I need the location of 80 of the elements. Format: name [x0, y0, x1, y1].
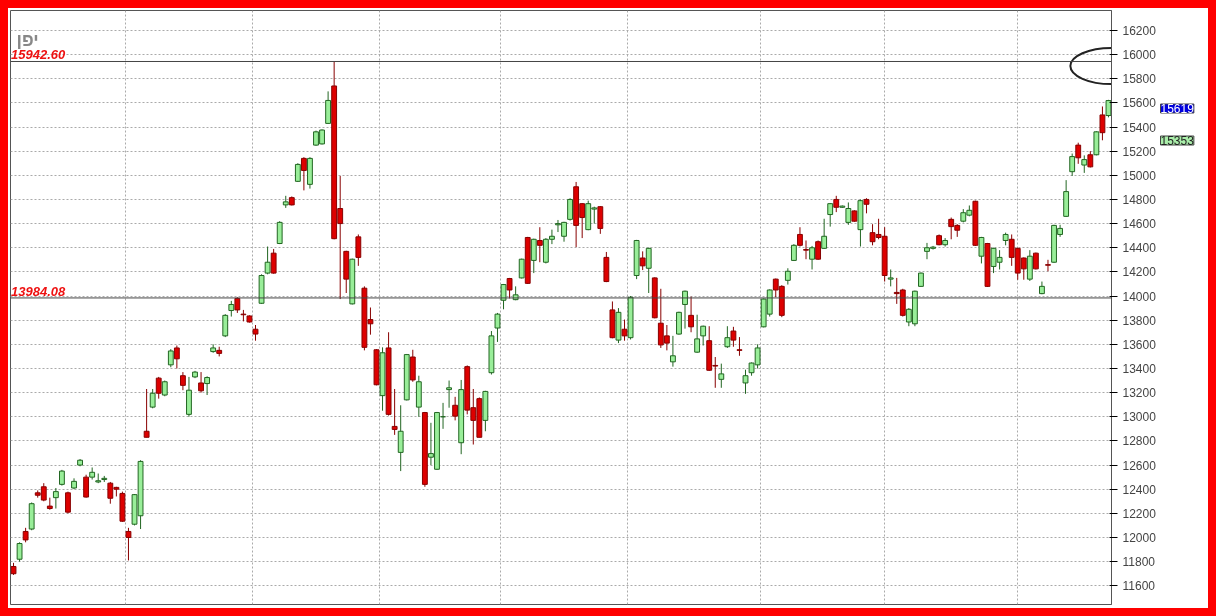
y-tick-label: 12000 — [1122, 530, 1157, 545]
candlestick — [1099, 105, 1106, 141]
y-tick-label: 14800 — [1122, 192, 1157, 207]
candlestick — [143, 388, 150, 438]
candlestick — [942, 237, 949, 248]
y-tick-label: 14200 — [1122, 265, 1157, 280]
candlestick — [1026, 249, 1033, 282]
candlestick — [294, 162, 301, 183]
candlestick — [173, 345, 180, 369]
candlestick — [736, 336, 743, 357]
y-tick-label: 15400 — [1122, 120, 1157, 135]
candlestick — [1093, 130, 1100, 156]
y-tick-label: 13800 — [1122, 313, 1157, 328]
candlestick — [530, 238, 537, 274]
y-tick-label: 13400 — [1122, 361, 1157, 376]
candlestick — [270, 248, 277, 275]
candlestick — [621, 319, 628, 342]
text: 15353 — [1160, 134, 1195, 148]
candlestick — [83, 474, 90, 499]
y-tick-label: 14600 — [1122, 217, 1157, 232]
candlestick — [645, 247, 652, 294]
candlestick — [639, 250, 646, 271]
candlestick — [446, 380, 452, 409]
candlestick — [179, 371, 186, 391]
candlestick — [670, 335, 676, 368]
y-tick-label: 14400 — [1122, 241, 1157, 256]
candlestick — [694, 314, 701, 354]
candlestick — [724, 325, 731, 349]
candlestick — [718, 363, 725, 389]
candlestick — [452, 396, 459, 421]
candlestick — [742, 369, 749, 395]
text: 15619 — [1160, 102, 1195, 116]
y-tick-label: 15600 — [1122, 96, 1157, 111]
candlestick — [827, 202, 834, 228]
y-tick-label: 15200 — [1122, 144, 1157, 159]
candlestick — [204, 375, 211, 396]
candlestick — [409, 349, 416, 383]
candlestick — [355, 233, 362, 267]
candlestick — [391, 388, 398, 436]
candlestick — [325, 90, 332, 125]
candlestick — [397, 404, 404, 472]
candlestick — [803, 239, 809, 260]
candlestick — [494, 312, 501, 343]
y-tick-label: 13000 — [1122, 410, 1157, 425]
candlestick — [809, 245, 815, 270]
candlestick — [597, 205, 604, 235]
candlestick — [797, 226, 803, 248]
candlestick — [300, 156, 307, 191]
y-tick-label: 12800 — [1122, 434, 1157, 449]
candlestick — [815, 239, 822, 261]
y-tick-label: 12600 — [1122, 458, 1157, 473]
y-tick-label: 16200 — [1122, 23, 1157, 38]
candlestick — [125, 527, 132, 561]
candlestick — [198, 371, 204, 394]
y-tick-label: 11800 — [1122, 555, 1156, 570]
candlestick — [16, 541, 23, 563]
candlestick — [536, 226, 543, 263]
y-tick-label: 16000 — [1122, 48, 1157, 63]
candlestick — [845, 201, 852, 226]
candlestick — [821, 218, 828, 250]
candlestick — [1069, 153, 1076, 177]
y-tick-label: 15800 — [1122, 72, 1157, 87]
candlestick — [264, 246, 271, 275]
candlestick — [1075, 142, 1082, 165]
ref-line-label: 13984.08 — [11, 283, 67, 299]
y-tick-label: 13200 — [1122, 386, 1157, 401]
candlestick — [978, 236, 985, 264]
candlestick — [52, 487, 59, 510]
y-tick-label: 12200 — [1122, 506, 1157, 521]
y-tick-label: 15000 — [1122, 168, 1157, 183]
candlestick — [567, 197, 573, 222]
candlestick — [167, 348, 174, 368]
y-tick-label: 11600 — [1122, 579, 1156, 594]
y-tick-label: 12400 — [1122, 482, 1157, 497]
text: יפן — [16, 29, 39, 50]
candlestick — [730, 326, 737, 348]
y-tick-label: 14000 — [1122, 289, 1157, 304]
y-tick-label: 13600 — [1122, 337, 1157, 352]
candlestick — [688, 296, 694, 333]
candlestick — [1045, 259, 1051, 272]
